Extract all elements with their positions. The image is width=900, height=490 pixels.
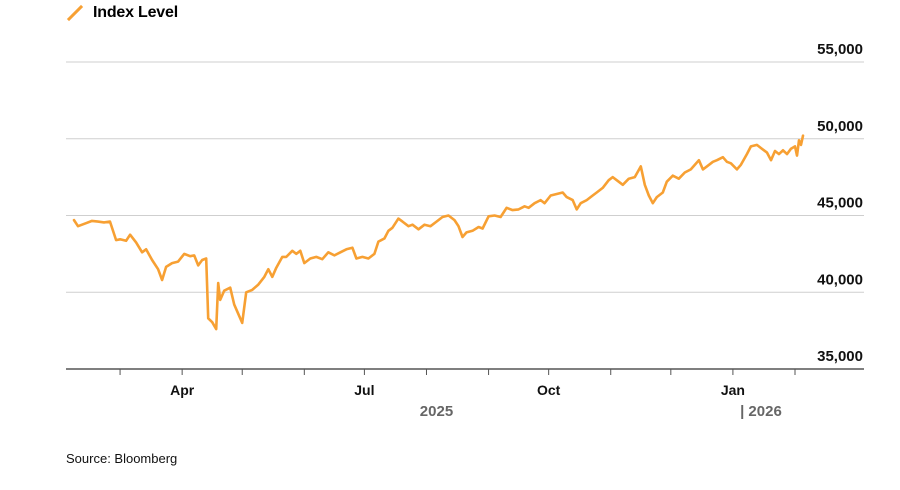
y-axis-labels: 55,000 50,000 45,000 40,000 35,000 — [817, 41, 863, 365]
y-tick-label: 50,000 — [817, 118, 863, 135]
series-line — [72, 134, 805, 331]
x-axis-ticks — [119, 369, 796, 375]
series-layer — [72, 134, 805, 331]
source-note: Source: Bloomberg — [66, 451, 178, 466]
x-tick-label: Jul — [354, 382, 374, 398]
legend: Index Level — [66, 4, 178, 22]
gridlines — [66, 61, 864, 370]
x-tick-label: Apr — [170, 382, 195, 398]
x-tick-label: Oct — [537, 382, 561, 398]
x-year-label: 2025 — [420, 403, 453, 420]
y-tick-label: 35,000 — [817, 348, 863, 365]
y-tick-label: 55,000 — [817, 41, 863, 58]
x-axis-labels: Apr Jul Oct Jan 2025 | 2026 — [170, 382, 782, 420]
x-tick-label: Jan — [721, 382, 745, 398]
legend-label: Index Level — [93, 4, 178, 21]
legend-line-icon — [66, 4, 84, 22]
x-year-label: | 2026 — [740, 403, 782, 420]
y-tick-label: 45,000 — [817, 195, 863, 212]
y-tick-label: 40,000 — [817, 271, 863, 288]
line-chart: 55,000 50,000 45,000 40,000 35,000 Apr Jul Oct… — [66, 41, 864, 420]
